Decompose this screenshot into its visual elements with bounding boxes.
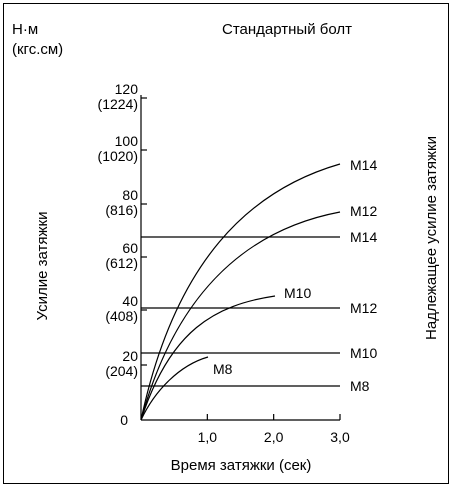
series-curves <box>140 163 341 421</box>
origin-label: 0 <box>120 412 128 428</box>
reference-label-m14: M14 <box>350 229 377 245</box>
y-tick-label: 40 <box>122 293 138 309</box>
y-tick-sublabel: (1020) <box>98 148 138 164</box>
x-axis-label: Время затяжки (сек) <box>171 457 312 474</box>
y-tick-label: 20 <box>122 348 138 364</box>
y-tick-label: 100 <box>115 133 139 149</box>
reference-label-m12: M12 <box>350 300 377 316</box>
series-curve-m12 <box>140 211 341 421</box>
y-tick-label: 120 <box>115 81 139 97</box>
series-label-m12: M12 <box>350 203 377 219</box>
chart-frame <box>3 3 449 484</box>
x-tick-label: 1,0 <box>198 429 218 445</box>
series-curve-m14 <box>140 163 341 421</box>
reference-label-m10: M10 <box>350 345 377 361</box>
y-axis-label: Усилие затяжки <box>34 212 51 321</box>
series-curve-m8 <box>140 356 209 421</box>
reference-lines <box>141 236 340 387</box>
y-tick-sublabel: (204) <box>105 363 138 379</box>
unit-sublabel: (кгс.см) <box>12 41 63 58</box>
chart-labels: 120(1224) 100(1020) 80(816) 60(612) 40(408) 2… <box>12 21 440 474</box>
series-label-m10: M10 <box>284 285 311 301</box>
reference-label-m8: M8 <box>350 378 370 394</box>
y-tick-label: 80 <box>122 187 138 203</box>
unit-label: Н·м <box>12 21 38 38</box>
axes <box>140 95 341 421</box>
x-tick-label: 3,0 <box>330 429 350 445</box>
series-label-m14: M14 <box>350 157 377 173</box>
y-tick-sublabel: (408) <box>105 308 138 324</box>
series-label-m8: M8 <box>213 361 233 377</box>
y-tick-sublabel: (1224) <box>98 96 138 112</box>
y-tick-sublabel: (612) <box>105 255 138 271</box>
series-curve-m10 <box>140 295 276 421</box>
y-tick-label: 60 <box>122 240 138 256</box>
x-tick-label: 2,0 <box>264 429 284 445</box>
right-axis-label: Надлежащее усилие затяжки <box>423 136 440 340</box>
chart-title: Стандартный болт <box>222 21 352 38</box>
y-tick-sublabel: (816) <box>105 202 138 218</box>
